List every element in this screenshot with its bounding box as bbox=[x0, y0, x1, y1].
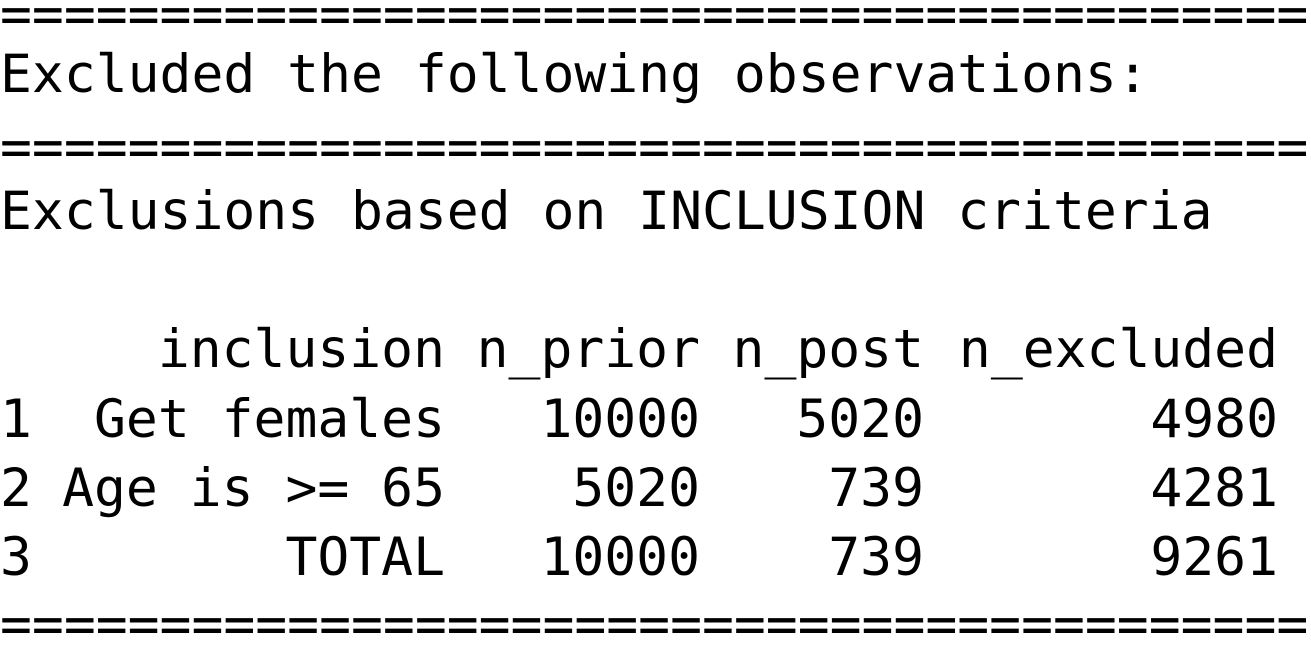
cell: 739 bbox=[828, 458, 924, 519]
cell: 739 bbox=[828, 527, 924, 588]
separator: ========================================… bbox=[0, 0, 1309, 45]
cell: 9261 bbox=[1150, 527, 1278, 588]
cell: 5020 bbox=[572, 458, 700, 519]
row-index: 3 bbox=[0, 527, 32, 588]
cell: 10000 bbox=[540, 527, 700, 588]
column-header: n_prior bbox=[476, 319, 700, 380]
separator: ========================================… bbox=[0, 117, 1309, 178]
cell: Get females bbox=[94, 389, 445, 450]
row-index: 1 bbox=[0, 389, 32, 450]
cell: 4980 bbox=[1150, 389, 1278, 450]
cell: Age is >= 65 bbox=[62, 458, 445, 519]
column-header: n_post bbox=[732, 319, 924, 380]
column-header: n_excluded bbox=[958, 319, 1278, 380]
column-header: inclusion bbox=[157, 319, 445, 380]
subtitle: Exclusions based on INCLUSION criteria bbox=[0, 181, 1213, 242]
separator: ========================================… bbox=[0, 594, 1309, 655]
cell: 4281 bbox=[1150, 458, 1278, 519]
cell: 10000 bbox=[540, 389, 700, 450]
title: Excluded the following observations: bbox=[0, 44, 1149, 105]
cell: 5020 bbox=[796, 389, 924, 450]
cell: TOTAL bbox=[285, 527, 445, 588]
row-index: 2 bbox=[0, 458, 32, 519]
